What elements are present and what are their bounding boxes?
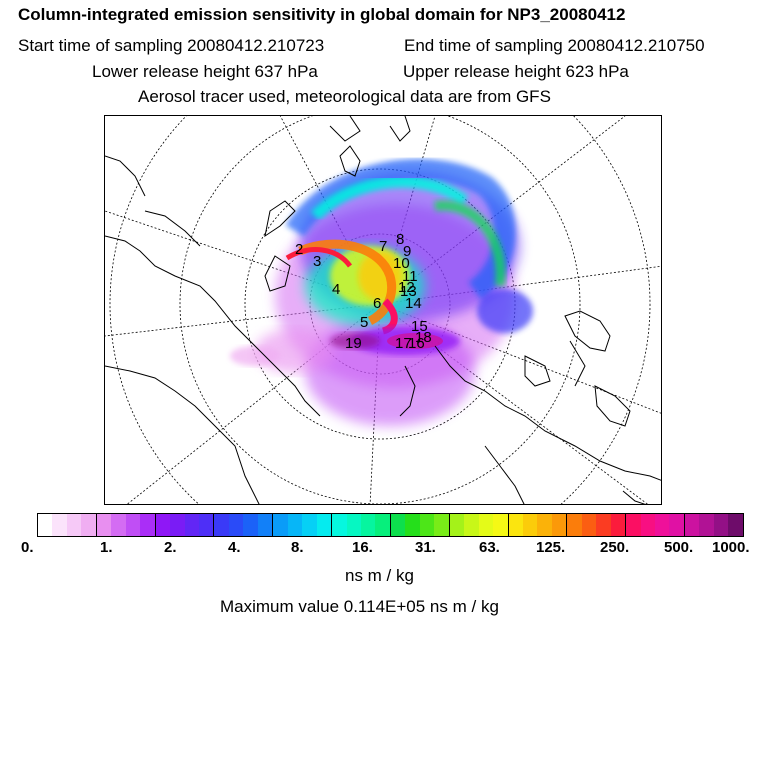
color-scale-cell xyxy=(81,514,96,536)
marker-19: 19 xyxy=(345,335,362,352)
color-scale-cell xyxy=(537,514,552,536)
color-scale-cell xyxy=(111,514,126,536)
scale-tick-label: 16. xyxy=(352,539,373,556)
maximum-value-label: Maximum value 0.114E+05 ns m / kg xyxy=(220,597,499,616)
scale-tick-label: 250. xyxy=(600,539,630,556)
color-scale-cell xyxy=(170,514,185,536)
color-scale-cell xyxy=(683,514,700,536)
color-scale-cell xyxy=(213,514,229,536)
color-scale-cell xyxy=(405,514,420,536)
marker-10: 10 xyxy=(393,255,410,272)
scale-tick-label: 4. xyxy=(228,539,241,556)
map-title: Column-integrated emission sensitivity i… xyxy=(18,5,626,24)
color-scale-cell xyxy=(154,514,171,536)
scale-tick-label: 31. xyxy=(415,539,436,556)
marker-2: 2 xyxy=(295,241,303,258)
marker-17: 17 xyxy=(395,335,412,352)
color-scale-cell xyxy=(699,514,714,536)
marker-13: 13 xyxy=(400,283,417,300)
marker-labels: 2 3 4 5 6 7 8 9 10 11 12 13 14 15 16 17 … xyxy=(295,231,432,352)
color-scale-cell xyxy=(38,514,53,536)
color-scale-cell xyxy=(389,514,406,536)
scale-tick-label: 500. xyxy=(664,539,694,556)
marker-12: 12 xyxy=(398,279,415,296)
color-scale-cell xyxy=(419,514,435,536)
color-scale-cell xyxy=(640,514,656,536)
color-scale-cell xyxy=(655,514,670,536)
marker-14: 14 xyxy=(405,295,422,312)
color-scale-cell xyxy=(493,514,508,536)
marker-16: 16 xyxy=(408,335,425,352)
color-scale-cell xyxy=(198,514,214,536)
color-scale-cell xyxy=(551,514,567,536)
color-scale-cell xyxy=(669,514,684,536)
color-scale-cell xyxy=(713,514,729,536)
color-scale-cell xyxy=(522,514,538,536)
map-panel: 2 3 4 5 6 7 8 9 10 11 12 13 14 15 16 17 … xyxy=(104,115,662,505)
end-time-label: End time of sampling 20080412.210750 xyxy=(404,36,705,55)
color-scale-cell xyxy=(434,514,449,536)
color-scale-cell xyxy=(243,514,258,536)
coastlines xyxy=(105,116,661,504)
marker-4: 4 xyxy=(332,281,340,298)
color-scale-cell xyxy=(448,514,465,536)
lower-release-height-label: Lower release height 637 hPa xyxy=(92,62,318,81)
color-scale-cell xyxy=(140,514,155,536)
color-scale-cell xyxy=(360,514,376,536)
color-scale-cell xyxy=(478,514,494,536)
color-scale-cell xyxy=(728,514,743,536)
marker-3: 3 xyxy=(313,253,321,270)
marker-11: 11 xyxy=(402,268,418,285)
scale-tick-label: 1. xyxy=(100,539,113,556)
marker-15: 15 xyxy=(411,318,428,335)
polar-map: 2 3 4 5 6 7 8 9 10 11 12 13 14 15 16 17 … xyxy=(105,116,661,504)
color-scale-cell xyxy=(228,514,244,536)
marker-9: 9 xyxy=(403,243,411,260)
scale-tick-label: 8. xyxy=(291,539,304,556)
start-time-label: Start time of sampling 20080412.210723 xyxy=(18,36,325,55)
color-scale-cell xyxy=(610,514,626,536)
color-scale-cell xyxy=(316,514,332,536)
scale-tick-label: 0. xyxy=(21,539,34,556)
tracer-note-label: Aerosol tracer used, meteorological data… xyxy=(138,87,551,106)
color-scale-cell xyxy=(346,514,361,536)
color-scale-bar xyxy=(37,513,744,537)
sensitivity-plume xyxy=(230,158,533,426)
scale-tick-label: 2. xyxy=(164,539,177,556)
color-scale-cell xyxy=(581,514,597,536)
color-scale-cell xyxy=(464,514,479,536)
color-scale-cell xyxy=(331,514,347,536)
color-scale-cell xyxy=(625,514,641,536)
marker-8: 8 xyxy=(396,231,404,248)
color-scale-cell xyxy=(95,514,112,536)
color-scale-cell xyxy=(302,514,317,536)
color-scale-cell xyxy=(375,514,390,536)
scale-tick-label: 63. xyxy=(479,539,500,556)
color-scale-cell xyxy=(507,514,523,536)
color-scale-cell xyxy=(184,514,199,536)
color-scale-cell xyxy=(66,514,82,536)
color-scale-cell xyxy=(257,514,273,536)
upper-release-height-label: Upper release height 623 hPa xyxy=(403,62,629,81)
scale-tick-label: 125. xyxy=(536,539,566,556)
color-scale-cell xyxy=(596,514,611,536)
marker-7: 7 xyxy=(379,238,387,255)
marker-18: 18 xyxy=(415,329,432,346)
color-scale-cell xyxy=(52,514,67,536)
color-scale-cell xyxy=(125,514,141,536)
unit-label: ns m / kg xyxy=(345,566,414,585)
scale-tick-label: 1000. xyxy=(712,539,750,556)
marker-6: 6 xyxy=(373,295,381,312)
color-scale-cell xyxy=(287,514,303,536)
color-scale-cell xyxy=(566,514,582,536)
color-scale-cell xyxy=(272,514,288,536)
marker-5: 5 xyxy=(360,314,368,331)
